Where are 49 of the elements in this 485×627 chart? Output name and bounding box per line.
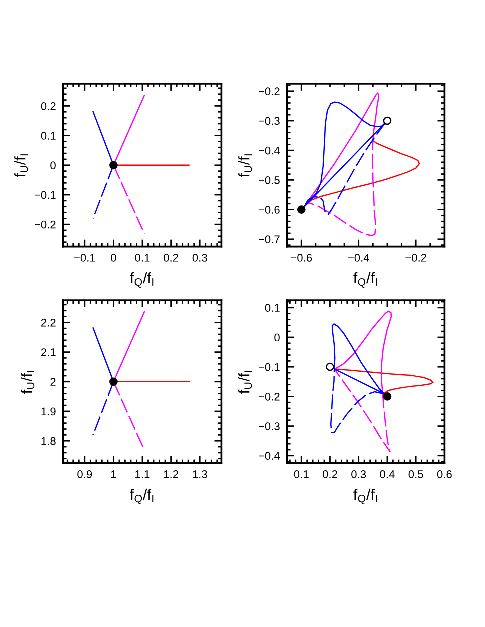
x-tick-label: −0.6	[291, 254, 312, 262]
y-tick-label: −0.4	[258, 146, 280, 155]
x-tick-label: 0.3	[352, 470, 366, 478]
x-axis-title: f$_{Q}$/f$_{I}$	[130, 272, 154, 288]
x-axis-title: f$_{Q}$/f$_{I}$	[354, 272, 378, 288]
x-tick-label: 0.9	[78, 470, 92, 478]
x-tick-label: 1.2	[164, 470, 178, 478]
y-tick-label: 0.1	[41, 132, 56, 140]
x-axis-title: f$_{Q}$/f$_{I}$	[130, 488, 154, 504]
y-tick-label: 0	[274, 334, 280, 342]
y-tick-label: −0.5	[258, 176, 280, 184]
x-tick-label: −0.1	[74, 254, 96, 262]
y-tick-label: 0.2	[41, 102, 56, 110]
x-tick-label: −0.2	[406, 254, 426, 262]
x-tick-label: 0.2	[164, 254, 178, 262]
y-tick-label: 0	[50, 162, 56, 170]
y-tick-label: 2	[50, 378, 56, 386]
y-axis-title: f$_{U}$/f$_{I}$	[14, 154, 28, 178]
y-tick-label: −0.1	[258, 363, 280, 372]
y-axis-title: f$_{U}$/f$_{I}$	[238, 154, 252, 178]
y-tick-label: −0.2	[258, 392, 280, 401]
y-tick-label: −0.2	[34, 220, 56, 229]
x-tick-label: 1.3	[193, 470, 208, 478]
y-tick-label: −0.3	[258, 117, 280, 126]
x-tick-label: −0.4	[348, 254, 370, 262]
x-tick-label: 0.6	[437, 470, 452, 478]
y-tick-label: −0.7	[258, 236, 280, 244]
x-tick-label: 0.1	[294, 470, 309, 478]
x-tick-label: 0.4	[380, 470, 395, 478]
x-axis-title: f$_{Q}$/f$_{I}$	[354, 488, 378, 504]
y-tick-label: 2.1	[41, 348, 56, 356]
y-axis-title: f$_{U}$/f$_{I}$	[21, 371, 35, 394]
y-tick-label: −0.2	[258, 88, 280, 96]
x-tick-label: 0.2	[322, 470, 338, 478]
y-tick-label: −0.1	[34, 191, 56, 200]
y-tick-label: 2.2	[41, 318, 56, 327]
y-tick-label: −0.6	[258, 206, 280, 214]
y-tick-label: 0.1	[265, 304, 280, 312]
y-tick-label: −0.3	[258, 422, 280, 430]
y-tick-label: 1.9	[42, 408, 56, 416]
x-tick-label: 1	[111, 470, 116, 478]
x-tick-label: 0.3	[192, 254, 208, 262]
y-axis-title: f$_{U}$/f$_{I}$	[238, 371, 252, 394]
y-tick-label: −0.4	[258, 452, 280, 460]
x-tick-label: 0	[111, 254, 116, 262]
x-tick-label: 1.1	[136, 470, 150, 478]
x-tick-label: 0.5	[408, 470, 424, 478]
x-tick-label: 0.1	[135, 254, 150, 262]
y-tick-label: 1.8	[42, 437, 56, 446]
